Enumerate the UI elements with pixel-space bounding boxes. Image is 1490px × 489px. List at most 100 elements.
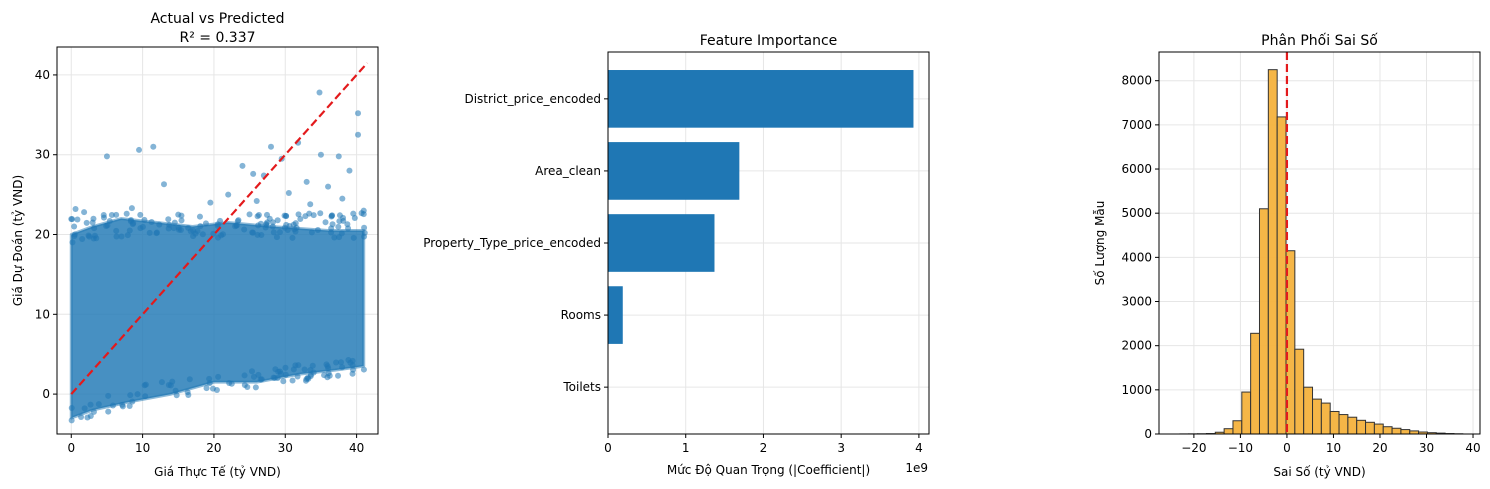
scatter-point — [232, 223, 239, 230]
feature-ticks: 0 1 2 3 4 District_price_encoded Area_clean Pro… — [423, 92, 922, 455]
scatter-point — [317, 151, 324, 158]
scatter-point — [202, 220, 209, 227]
scatter-point — [301, 366, 308, 373]
scatter-point — [360, 366, 367, 373]
scatter-point — [78, 414, 85, 421]
scatter-point — [264, 219, 271, 226]
scatter-x-tick-label: 30 — [278, 441, 293, 455]
scatter-y-tick-label: 20 — [35, 228, 50, 242]
scatter-point — [213, 387, 220, 394]
scatter-point — [141, 216, 148, 223]
scatter-point — [150, 143, 157, 150]
scatter-point — [173, 392, 180, 399]
scatter-point — [68, 405, 75, 412]
scatter-point — [292, 362, 299, 369]
scatter-point — [253, 198, 260, 205]
scatter-point — [270, 229, 277, 236]
scatter-point — [317, 210, 324, 217]
scatter-x-tick-label: 10 — [135, 441, 150, 455]
scatter-panel: 0 10 20 30 40 0 10 20 30 40 Actual vs Predicted R… — [11, 11, 379, 479]
feature-category-label: Rooms — [561, 308, 601, 322]
scatter-point — [175, 211, 182, 218]
scatter-point — [277, 370, 284, 377]
histogram-bar — [1347, 416, 1358, 435]
histogram-y-tick-label: 1000 — [1121, 383, 1152, 397]
histogram-x-tick-label: 10 — [1326, 441, 1341, 455]
scatter-point — [339, 364, 346, 371]
scatter-point — [350, 234, 357, 241]
scatter-point — [126, 402, 133, 409]
scatter-point — [255, 222, 262, 229]
scatter-point — [241, 372, 248, 379]
scatter-point — [309, 362, 316, 369]
scatter-point — [307, 371, 314, 378]
histogram-y-axis-label: Số Lượng Mẫu — [1093, 201, 1107, 286]
scatter-point — [339, 195, 346, 202]
scatter-point — [113, 211, 120, 218]
feature-x-tick-label: 3 — [837, 441, 845, 455]
scatter-x-tick-label: 40 — [349, 441, 364, 455]
scatter-point — [71, 231, 78, 238]
scatter-point — [119, 403, 126, 410]
scatter-x-tick-label: 20 — [206, 441, 221, 455]
scatter-ticks: 0 10 20 30 40 0 10 20 30 40 — [35, 68, 365, 455]
scatter-point — [276, 229, 283, 236]
scatter-point — [361, 233, 368, 240]
scatter-point — [336, 218, 343, 225]
histogram-x-tick-label: −20 — [1181, 441, 1206, 455]
scatter-point — [86, 233, 93, 240]
scatter-point — [355, 131, 362, 138]
scatter-point — [228, 380, 235, 387]
histogram-ticks: −20 −10 0 10 20 30 40 0 1000 2000 3000 4000 5000 6000… — [1121, 74, 1480, 455]
histogram-bar — [1356, 419, 1367, 435]
scatter-point — [294, 373, 301, 380]
feature-x-tick-label: 0 — [604, 441, 612, 455]
scatter-point — [83, 219, 90, 226]
scatter-x-tick-label: 0 — [67, 441, 75, 455]
scatter-point — [89, 219, 96, 226]
scatter-point — [337, 359, 344, 366]
scatter-points — [68, 89, 368, 424]
scatter-point — [255, 371, 262, 378]
scatter-subtitle: R² = 0.337 — [179, 30, 255, 46]
scatter-point — [249, 229, 256, 236]
histogram-bar — [1303, 386, 1314, 435]
scatter-point — [333, 359, 340, 366]
scatter-point — [69, 239, 76, 246]
histogram-x-tick-label: 0 — [1283, 441, 1291, 455]
scatter-point — [185, 391, 192, 398]
histogram-y-tick-label: 2000 — [1121, 339, 1152, 353]
scatter-point — [335, 372, 342, 379]
feature-bar — [608, 70, 914, 128]
scatter-point — [206, 375, 213, 382]
scatter-point — [81, 405, 88, 412]
scatter-point — [128, 205, 135, 212]
histogram-bar — [1338, 414, 1349, 435]
scatter-y-tick-label: 10 — [35, 307, 50, 321]
histogram-y-tick-label: 0 — [1144, 427, 1152, 441]
scatter-point — [109, 402, 116, 409]
scatter-point — [297, 215, 304, 222]
scatter-point — [178, 217, 185, 224]
scatter-point — [161, 181, 167, 188]
scatter-point — [129, 398, 136, 405]
scatter-point — [235, 217, 242, 224]
scatter-point — [254, 213, 261, 220]
scatter-point — [289, 234, 296, 241]
feature-bar — [608, 142, 740, 200]
scatter-point — [258, 232, 265, 239]
scatter-point — [118, 233, 125, 240]
scatter-plot-frame — [56, 46, 379, 435]
scatter-point — [252, 384, 259, 391]
scatter-point — [156, 221, 163, 228]
scatter-point — [268, 143, 274, 150]
scatter-point — [95, 401, 102, 408]
scatter-y-axis-label: Giá Dự Đoán (tỷ VND) — [11, 175, 25, 306]
scatter-point — [281, 224, 288, 231]
feature-category-label: Area_clean — [535, 164, 601, 178]
scatter-point — [328, 213, 335, 220]
scatter-point — [148, 218, 155, 225]
scatter-point — [316, 89, 323, 96]
histogram-y-tick-label: 4000 — [1121, 250, 1152, 264]
scatter-point — [225, 191, 232, 198]
